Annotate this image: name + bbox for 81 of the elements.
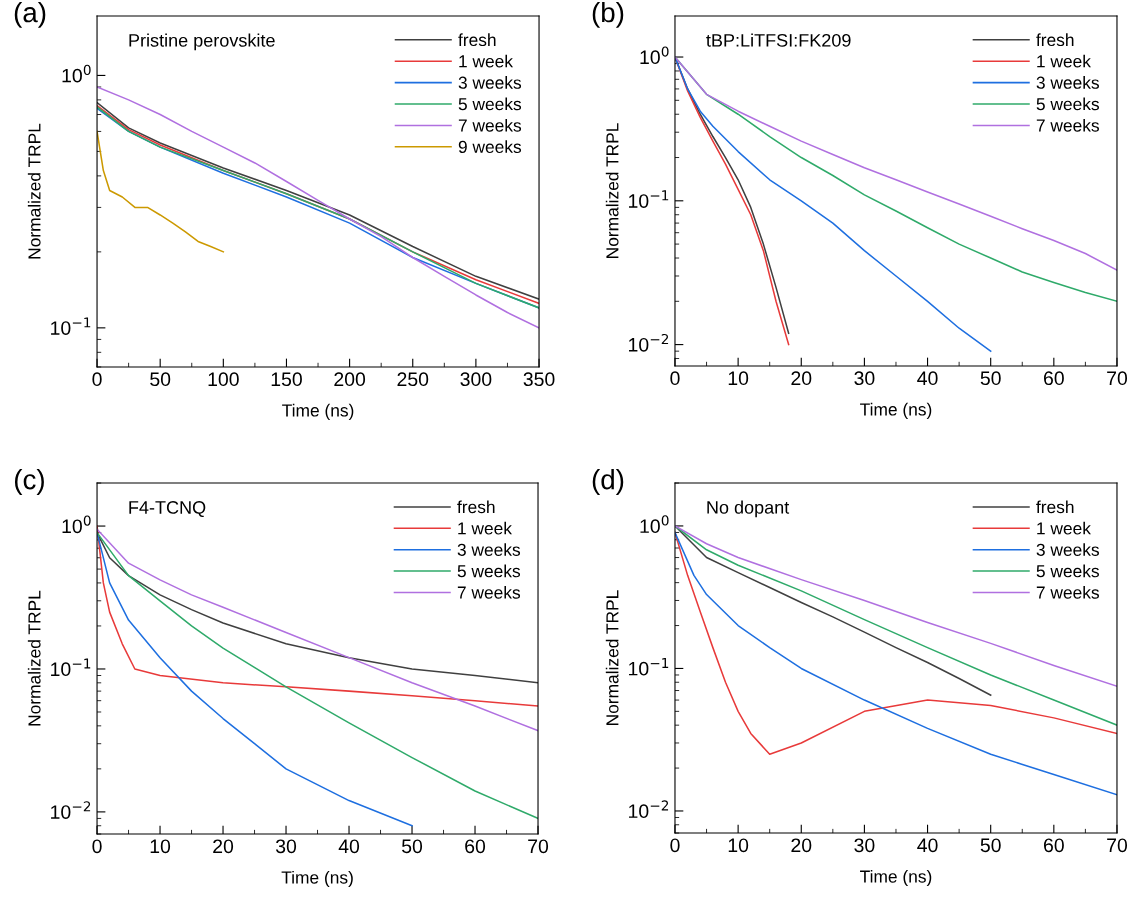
y-tick-label: 10$^{−1}$ bbox=[51, 658, 91, 677]
text: (a) bbox=[14, 1, 46, 28]
y-tick-label: 10$^{0}$ bbox=[62, 515, 91, 534]
y-tick-label: 10$^{−1}$ bbox=[629, 190, 669, 208]
x-tick-label: 300 bbox=[460, 372, 492, 387]
y-tick-label: 10$^{−1}$ bbox=[51, 317, 91, 335]
x-tick-label: 0 bbox=[92, 372, 102, 387]
annotation: Pristine perovskite bbox=[129, 33, 275, 51]
y-tick-label: 10$^{0}$ bbox=[640, 515, 669, 534]
x-tick-label: 20 bbox=[791, 838, 812, 853]
y-tick-label: 10$^{−1}$ bbox=[629, 658, 669, 676]
legend-label: 7 weeks bbox=[1036, 118, 1099, 132]
x-tick-label: 20 bbox=[213, 839, 234, 854]
x-tick-label: 30 bbox=[854, 838, 875, 853]
legend-label: 5 weeks bbox=[1036, 97, 1099, 111]
y-axis-title: Normalized TRPL bbox=[605, 590, 619, 725]
x-tick-label: 50 bbox=[401, 839, 423, 854]
legend-label: 5 weeks bbox=[457, 564, 521, 578]
legend-label: fresh bbox=[1036, 500, 1074, 514]
legend-label: fresh bbox=[458, 33, 496, 47]
x-tick-label: 70 bbox=[528, 839, 549, 854]
x-tick-label: 50 bbox=[980, 371, 1001, 386]
x-tick-label: 50 bbox=[150, 372, 171, 387]
legend-label: 3 weeks bbox=[1036, 543, 1099, 556]
x-tick-label: 200 bbox=[334, 372, 366, 387]
x-axis-title: Time (ns) bbox=[282, 403, 354, 421]
x-tick-label: 70 bbox=[1107, 838, 1128, 853]
x-tick-label: 30 bbox=[854, 371, 875, 386]
x-tick-label: 350 bbox=[523, 372, 555, 387]
x-axis-title: Time (ns) bbox=[860, 869, 932, 887]
x-tick-label: 0 bbox=[92, 839, 102, 854]
x-tick-label: 250 bbox=[397, 372, 429, 387]
legend-label: 7 weeks bbox=[1036, 585, 1099, 599]
legend-label: fresh bbox=[1036, 33, 1074, 47]
x-tick-label: 10 bbox=[728, 838, 749, 853]
y-tick-label: 10$^{−2}$ bbox=[629, 800, 669, 819]
text: (b) bbox=[592, 1, 624, 28]
y-tick-label: 10$^{−2}$ bbox=[51, 801, 91, 819]
legend-label: 3 weeks bbox=[457, 543, 521, 556]
legend-label: 1 week bbox=[459, 54, 514, 68]
x-tick-label: 10 bbox=[150, 839, 171, 854]
legend-label: 5 weeks bbox=[1036, 564, 1099, 578]
x-tick-label: 10 bbox=[728, 371, 749, 386]
legend-label: 3 weeks bbox=[1036, 76, 1099, 89]
x-tick-label: 0 bbox=[670, 838, 680, 853]
y-axis-title: Normalized TRPL bbox=[605, 123, 619, 258]
annotation: tBP:LiTFSI:FK209 bbox=[706, 33, 851, 47]
y-tick-label: 10$^{−2}$ bbox=[629, 333, 669, 352]
x-tick-label: 70 bbox=[1107, 371, 1128, 386]
legend-label: 1 week bbox=[1037, 521, 1091, 535]
legend-label: fresh bbox=[457, 500, 495, 514]
y-axis-title: Normalized TRPL bbox=[27, 123, 41, 259]
x-tick-label: 60 bbox=[1044, 371, 1064, 386]
x-tick-label: 40 bbox=[338, 839, 360, 854]
annotation: No dopant bbox=[707, 500, 790, 518]
annotation: F4-TCNQ bbox=[129, 501, 206, 518]
x-tick-label: 30 bbox=[275, 839, 297, 854]
legend-label: 3 weeks bbox=[458, 76, 522, 89]
x-tick-label: 0 bbox=[670, 371, 680, 386]
y-tick-label: 10$^{0}$ bbox=[62, 64, 91, 83]
legend-label: 5 weeks bbox=[458, 97, 522, 111]
x-tick-label: 60 bbox=[465, 839, 486, 854]
x-tick-label: 60 bbox=[1044, 838, 1064, 853]
x-tick-label: 100 bbox=[208, 372, 239, 387]
legend-label: 7 weeks bbox=[458, 118, 522, 132]
x-tick-label: 50 bbox=[980, 838, 1001, 853]
y-axis-title: Normalized TRPL bbox=[27, 590, 41, 726]
legend-label: 1 week bbox=[1037, 54, 1091, 68]
x-tick-label: 40 bbox=[917, 838, 938, 853]
legend-label: 7 weeks bbox=[457, 585, 521, 599]
legend-label: 9 weeks bbox=[458, 140, 522, 154]
text: (d) bbox=[592, 469, 624, 495]
x-axis-title: Time (ns) bbox=[860, 402, 932, 420]
x-tick-label: 40 bbox=[917, 371, 938, 386]
legend-label: 1 week bbox=[458, 521, 512, 535]
x-tick-label: 20 bbox=[791, 371, 812, 386]
y-tick-label: 10$^{0}$ bbox=[640, 46, 669, 65]
x-axis-title: Time (ns) bbox=[281, 870, 353, 888]
line-series bbox=[674, 525, 992, 696]
text: (c) bbox=[14, 468, 44, 495]
x-tick-label: 150 bbox=[271, 372, 302, 387]
